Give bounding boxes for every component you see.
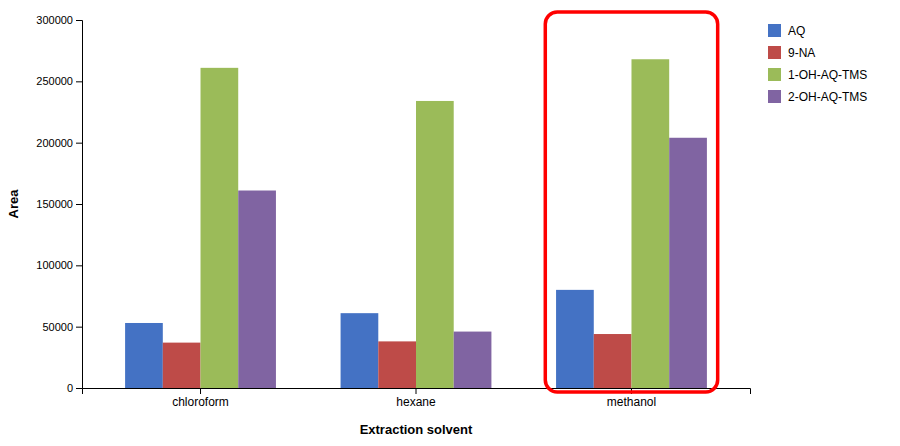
legend-label: 9-NA xyxy=(788,46,815,60)
y-tick-label: 150000 xyxy=(36,198,73,210)
chart: 0 50000 100000 150000 200000 250000 300000 chlo… xyxy=(0,0,900,446)
bar xyxy=(594,334,632,388)
legend-label: 1-OH-AQ-TMS xyxy=(788,68,867,82)
legend-label: 2-OH-AQ-TMS xyxy=(788,90,867,104)
bar xyxy=(416,101,454,388)
bar-series xyxy=(238,138,707,388)
legend-item: 1-OH-AQ-TMS xyxy=(768,68,867,82)
legend-item: 9-NA xyxy=(768,46,815,60)
bar xyxy=(556,290,594,388)
bar-series xyxy=(201,59,670,388)
y-tick: 200000 xyxy=(36,137,82,149)
y-axis-line xyxy=(76,21,83,389)
legend-swatch xyxy=(768,68,781,81)
legend-label: AQ xyxy=(788,24,805,38)
y-tick-label: 250000 xyxy=(36,75,73,87)
x-tick-mark xyxy=(416,388,417,394)
bar-series xyxy=(125,290,594,388)
chart-container: 0 50000 100000 150000 200000 250000 300000 chlo… xyxy=(0,0,900,446)
y-tick: 250000 xyxy=(36,75,82,87)
legend-item: 2-OH-AQ-TMS xyxy=(768,90,867,104)
bar xyxy=(341,313,379,388)
highlight-box xyxy=(545,12,717,392)
y-tick-mark xyxy=(76,143,82,144)
x-tick-label: hexane xyxy=(396,395,436,409)
y-tick: 100000 xyxy=(36,259,82,271)
x-axis-title: Extraction solvent xyxy=(360,422,473,437)
legend: AQ 9-NA 1-OH-AQ-TMS 2-OH-AQ-TMS xyxy=(768,24,867,104)
y-tick-label: 200000 xyxy=(36,137,73,149)
y-tick-label: 300000 xyxy=(36,14,73,26)
y-tick-mark xyxy=(76,204,82,205)
plot: 0 50000 100000 150000 200000 250000 300000 chlo… xyxy=(6,12,751,437)
bar xyxy=(378,341,416,388)
legend-swatch xyxy=(768,46,781,59)
bar xyxy=(454,332,492,388)
y-axis: 0 50000 100000 150000 200000 250000 300000 xyxy=(36,14,82,394)
y-tick-mark xyxy=(76,20,82,21)
bar xyxy=(163,343,201,388)
y-tick-mark xyxy=(76,327,82,328)
y-tick: 300000 xyxy=(36,14,82,26)
x-tick: chloroform xyxy=(172,388,229,409)
y-tick-label: 50000 xyxy=(42,321,73,333)
x-tick-label: chloroform xyxy=(172,395,229,409)
legend-item: AQ xyxy=(768,24,805,38)
bars xyxy=(125,59,707,388)
bar xyxy=(238,191,276,388)
y-tick-mark xyxy=(76,388,82,389)
y-tick: 150000 xyxy=(36,198,82,210)
x-tick: hexane xyxy=(396,388,436,409)
y-tick-label: 0 xyxy=(67,382,73,394)
y-tick: 0 xyxy=(67,382,82,394)
y-tick-label: 100000 xyxy=(36,259,73,271)
bar xyxy=(125,323,163,388)
legend-swatch xyxy=(768,24,781,37)
x-tick-label: methanol xyxy=(607,395,656,409)
x-tick-mark xyxy=(200,388,201,394)
y-tick-mark xyxy=(76,265,82,266)
bar xyxy=(669,138,707,388)
y-axis-title: Area xyxy=(6,189,21,219)
y-tick: 50000 xyxy=(42,321,82,333)
y-tick-mark xyxy=(76,81,82,82)
legend-swatch xyxy=(768,90,781,103)
bar xyxy=(631,59,669,388)
bar xyxy=(201,68,239,388)
